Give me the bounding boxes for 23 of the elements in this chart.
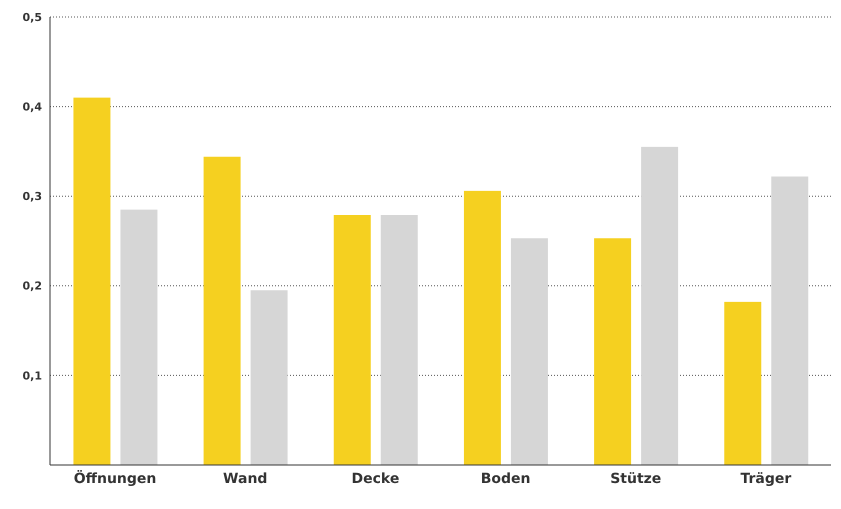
bar	[724, 302, 762, 465]
y-tick-label: 0,5	[22, 10, 42, 24]
x-tick-label: Decke	[351, 470, 400, 487]
x-tick-label: Wand	[223, 470, 268, 487]
bar	[334, 215, 371, 465]
x-tick-label: Stütze	[610, 470, 662, 487]
x-tick-label: Öffnungen	[74, 470, 156, 487]
y-tick-label: 0,3	[22, 190, 42, 204]
bar	[771, 176, 808, 465]
bar	[250, 290, 288, 465]
bar	[120, 210, 158, 465]
y-tick-label: 0,4	[22, 100, 42, 114]
bar	[464, 190, 501, 465]
bar	[380, 215, 418, 465]
x-tick-label: Träger	[740, 470, 792, 487]
bar	[641, 146, 678, 465]
bar	[204, 156, 241, 465]
x-tick-label: Boden	[480, 470, 530, 487]
bar	[594, 238, 632, 465]
bar	[73, 98, 110, 465]
bar	[510, 238, 548, 465]
y-tick-label: 0,2	[22, 280, 42, 293]
y-tick-label: 0,1	[22, 369, 42, 382]
